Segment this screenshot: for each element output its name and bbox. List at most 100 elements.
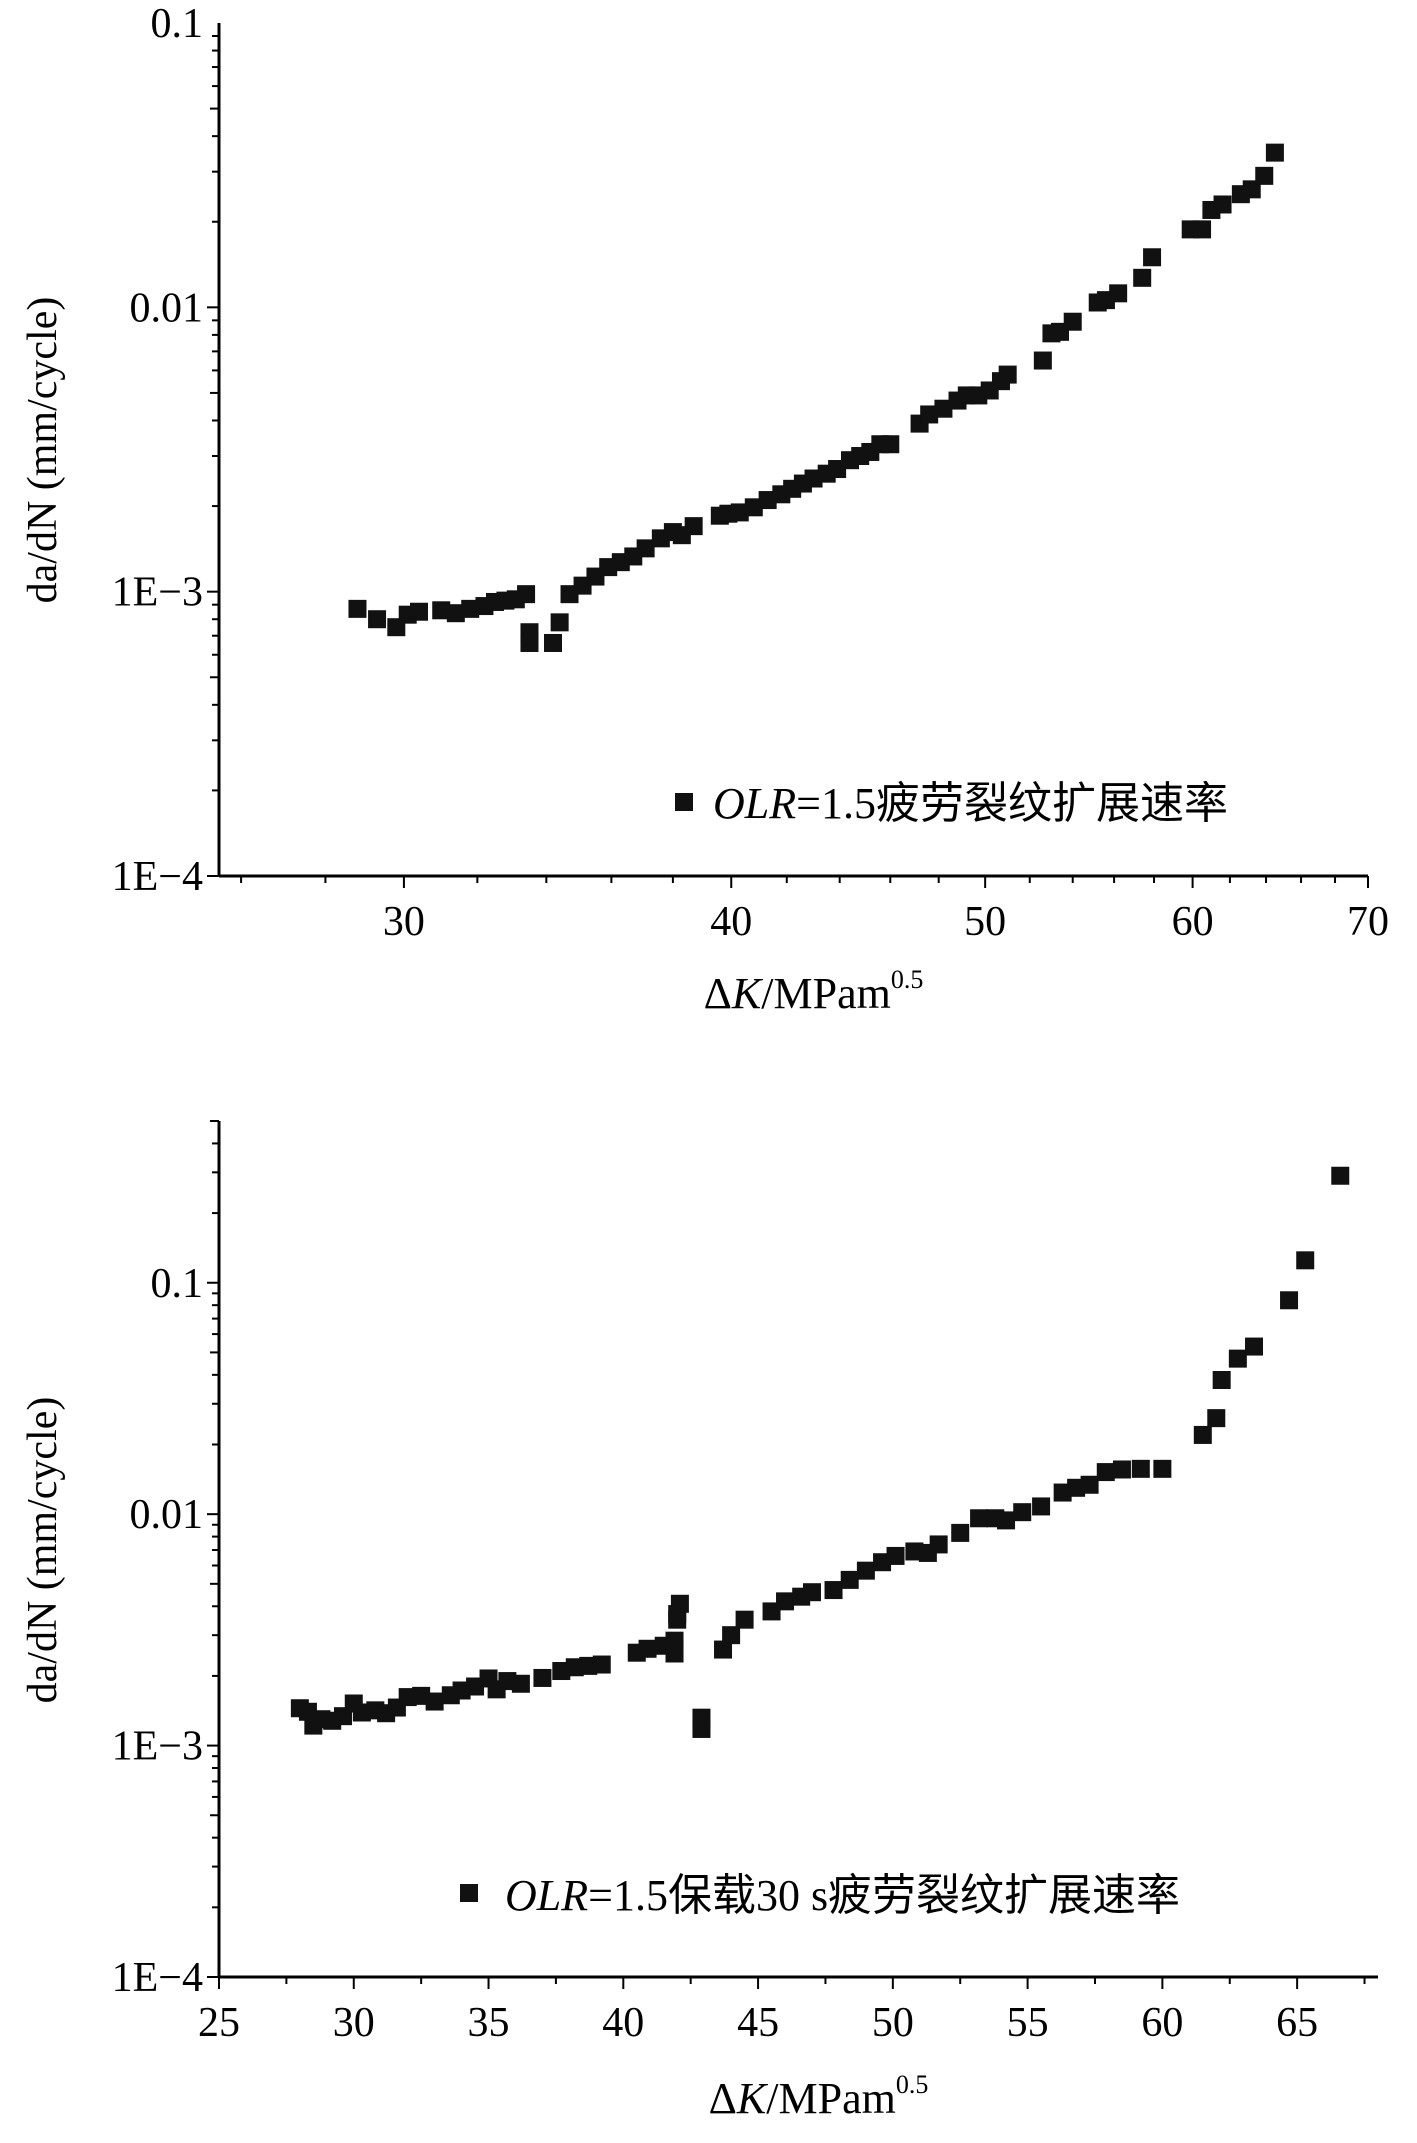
data-point xyxy=(544,633,563,652)
legend-label: OLR=1.5疲劳裂纹扩展速率 xyxy=(713,779,1228,828)
data-point xyxy=(1080,1475,1099,1494)
y-tick-label: 0.1 xyxy=(151,1261,204,1307)
y-tick-label: 0.01 xyxy=(130,285,204,331)
data-point xyxy=(1109,284,1128,303)
data-point xyxy=(1143,248,1162,267)
y-tick-label: 1E−3 xyxy=(112,570,203,616)
data-point xyxy=(824,1581,843,1600)
x-tick-label: 35 xyxy=(468,2000,510,2046)
data-point xyxy=(636,539,655,558)
data-point xyxy=(1096,1463,1115,1482)
x-tick-label: 25 xyxy=(198,2000,240,2046)
x-tick-label: 60 xyxy=(1172,899,1214,945)
data-point xyxy=(668,1605,687,1624)
data-point xyxy=(511,1674,530,1693)
data-point xyxy=(550,613,569,632)
data-point xyxy=(533,1668,552,1687)
x-tick-label: 70 xyxy=(1347,899,1389,945)
data-point xyxy=(714,1640,733,1659)
chart-1: 1E−4 1E−3 0.01 0.1 30 40 50 60 70 ΔK/MPam0.5 da/dN… xyxy=(20,1,1389,1018)
data-point xyxy=(730,503,749,522)
legend: OLR=1.5保载30 s疲劳裂纹扩展速率 xyxy=(460,1871,1180,1920)
data-point xyxy=(592,1655,611,1674)
data-point xyxy=(970,1509,989,1528)
data-point xyxy=(1193,220,1212,239)
data-point xyxy=(1063,312,1082,331)
data-point xyxy=(1245,1337,1264,1356)
x-tick-label: 30 xyxy=(383,899,425,945)
x-tick-label: 55 xyxy=(1007,2000,1049,2046)
data-point xyxy=(758,491,777,510)
data-point xyxy=(1032,1497,1051,1516)
data-point xyxy=(802,1583,821,1602)
data-point xyxy=(1265,143,1284,162)
data-point xyxy=(684,517,703,536)
data-point xyxy=(348,599,367,618)
x-tick-label: 50 xyxy=(964,899,1006,945)
data-point xyxy=(1131,1459,1150,1478)
data-point xyxy=(432,601,451,620)
data-point xyxy=(998,365,1017,384)
data-point xyxy=(425,1692,444,1711)
data-point xyxy=(929,1535,948,1554)
y-tick-label: 1E−4 xyxy=(112,854,203,900)
legend-marker xyxy=(675,793,693,811)
x-axis-label: ΔK/MPam0.5 xyxy=(709,2070,929,2123)
data-point xyxy=(520,633,539,652)
data-point xyxy=(446,604,465,623)
y-tick-label: 0.1 xyxy=(151,1,204,47)
data-point xyxy=(368,610,387,629)
data-point xyxy=(920,405,939,424)
data-point xyxy=(517,585,536,604)
legend-marker xyxy=(460,1884,478,1902)
data-point xyxy=(461,599,480,618)
data-point xyxy=(1112,1460,1131,1479)
data-point xyxy=(409,602,428,621)
data-point xyxy=(934,399,953,418)
data-point xyxy=(638,1639,657,1658)
data-point xyxy=(735,1610,754,1629)
data-point xyxy=(1133,268,1152,287)
data-point xyxy=(840,1570,859,1589)
data-point xyxy=(886,1546,905,1565)
data-point xyxy=(1228,1349,1247,1368)
data-point xyxy=(1207,1409,1226,1428)
x-tick-label: 40 xyxy=(602,2000,644,2046)
y-tick-label: 0.01 xyxy=(130,1492,204,1538)
data-point xyxy=(692,1719,711,1738)
data-point xyxy=(1255,166,1274,185)
x-tick-label: 60 xyxy=(1141,2000,1183,2046)
data-point xyxy=(744,498,763,517)
x-tick-label: 50 xyxy=(872,2000,914,2046)
data-point xyxy=(997,1511,1016,1530)
data-point xyxy=(1280,1291,1299,1310)
data-point xyxy=(1296,1251,1315,1270)
data-point xyxy=(1331,1166,1350,1185)
y-tick-label: 1E−4 xyxy=(112,1955,203,2001)
data-point xyxy=(1213,195,1232,214)
legend: OLR=1.5疲劳裂纹扩展速率 xyxy=(675,779,1228,828)
x-tick-label: 45 xyxy=(737,2000,779,2046)
data-point xyxy=(856,1561,875,1580)
x-axis-label: ΔK/MPam0.5 xyxy=(704,965,924,1018)
data-point xyxy=(881,435,900,454)
data-point xyxy=(1033,351,1052,370)
data-point xyxy=(722,1626,741,1645)
data-point xyxy=(1193,1425,1212,1444)
series-1 xyxy=(348,143,1284,652)
y-tick-label: 1E−3 xyxy=(112,1724,203,1770)
x-tick-label: 40 xyxy=(710,899,752,945)
data-point xyxy=(951,1523,970,1542)
data-point xyxy=(1212,1370,1231,1389)
data-point xyxy=(665,1644,684,1663)
series-1 xyxy=(290,1166,1350,1738)
data-point xyxy=(1153,1459,1172,1478)
x-tick-label: 65 xyxy=(1276,2000,1318,2046)
legend-label: OLR=1.5保载30 s疲劳裂纹扩展速率 xyxy=(505,1871,1180,1920)
y-axis-label: da/dN (mm/cycle) xyxy=(20,1397,66,1704)
data-point xyxy=(776,1592,795,1611)
x-tick-label: 30 xyxy=(333,2000,375,2046)
y-axis-label: da/dN (mm/cycle) xyxy=(20,297,66,604)
